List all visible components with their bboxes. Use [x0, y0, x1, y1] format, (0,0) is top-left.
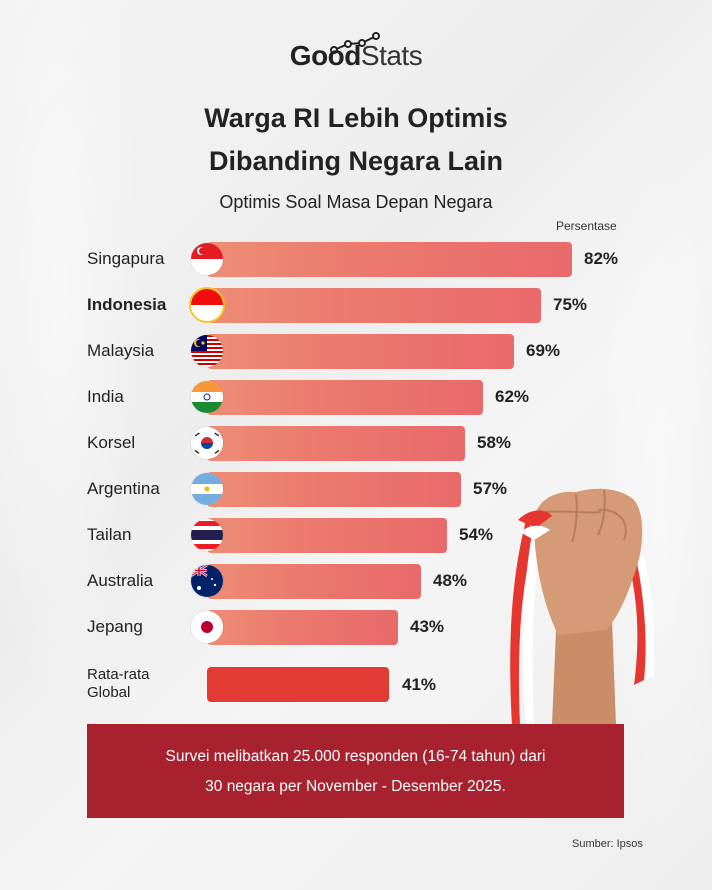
- row-label: Indonesia: [87, 295, 167, 314]
- survey-note-line2: 30 negara per November - Desember 2025.: [205, 778, 506, 795]
- survey-note-line1: Survei melibatkan 25.000 responden (16-7…: [165, 748, 546, 765]
- row-label: Rata-rata Global: [87, 666, 150, 702]
- row-label: Korsel: [87, 433, 136, 452]
- bar-value: 43%: [410, 617, 445, 636]
- bar-value: 48%: [433, 571, 468, 590]
- bar: [207, 667, 389, 702]
- chart-row: India 62%: [0, 378, 712, 416]
- bar-value: 62%: [495, 387, 530, 406]
- bar: [207, 380, 483, 415]
- australia-flag-icon: [191, 565, 223, 597]
- bar: [207, 288, 541, 323]
- page-title-line1: Warga RI Lebih Optimis: [204, 103, 508, 133]
- bar: [207, 242, 572, 277]
- logo-chart-icon: [330, 32, 380, 54]
- chart-row: Korsel 58%: [0, 424, 712, 462]
- south-korea-flag-icon: [191, 427, 223, 459]
- logo-light-text: Stats: [360, 40, 423, 71]
- row-label-line2: Global: [87, 684, 131, 701]
- indonesia-flag-icon: [191, 289, 223, 321]
- chart-row: Singapura 82%: [0, 240, 712, 278]
- chart-row: Jepang 43%: [0, 608, 712, 646]
- bar-value: 58%: [477, 433, 512, 452]
- bar-value: 54%: [459, 525, 494, 544]
- chart-subtitle: Optimis Soal Masa Depan Negara: [219, 192, 493, 212]
- singapore-flag-icon: [191, 243, 223, 275]
- row-label: Argentina: [87, 479, 160, 498]
- fist-ribbon-illustration: [510, 488, 655, 725]
- row-label: Singapura: [87, 249, 165, 268]
- japan-flag-icon: [191, 611, 223, 643]
- bar-value: 75%: [553, 295, 588, 314]
- row-label: Australia: [87, 571, 154, 590]
- chart-row: Tailan 54%: [0, 516, 712, 554]
- logo-bold-text: Good: [289, 40, 362, 71]
- bar: [207, 610, 398, 645]
- bar: [207, 334, 514, 369]
- goodstats-logo: GoodStats: [0, 40, 712, 72]
- row-label: India: [87, 387, 124, 406]
- chart-row-global: Rata-rata Global 41%: [0, 665, 712, 703]
- bar: [207, 472, 461, 507]
- row-label-line1: Rata-rata: [87, 666, 150, 683]
- chart-row: Indonesia 75%: [0, 286, 712, 324]
- row-label: Jepang: [87, 617, 143, 636]
- bar-value: 69%: [526, 341, 561, 360]
- bar-value: 41%: [402, 675, 437, 694]
- thailand-flag-icon: [191, 519, 223, 551]
- chart-row: Argentina 57%: [0, 470, 712, 508]
- row-label: Malaysia: [87, 341, 155, 360]
- unit-label: Persentase: [556, 219, 617, 233]
- bar: [207, 518, 447, 553]
- row-label: Tailan: [87, 525, 132, 544]
- page-title-line2: Dibanding Negara Lain: [208, 146, 504, 176]
- source-note: Sumber: Ipsos: [572, 838, 643, 850]
- india-flag-icon: [191, 381, 223, 413]
- chart-row: Malaysia 69%: [0, 332, 712, 370]
- argentina-flag-icon: [191, 473, 223, 505]
- bar-value: 57%: [473, 479, 508, 498]
- survey-note-box: Survei melibatkan 25.000 responden (16-7…: [87, 724, 624, 818]
- bar: [207, 564, 421, 599]
- bar: [207, 426, 465, 461]
- bar-value: 82%: [584, 249, 619, 268]
- chart-row: Australia 48%: [0, 562, 712, 600]
- malaysia-flag-icon: [191, 335, 223, 367]
